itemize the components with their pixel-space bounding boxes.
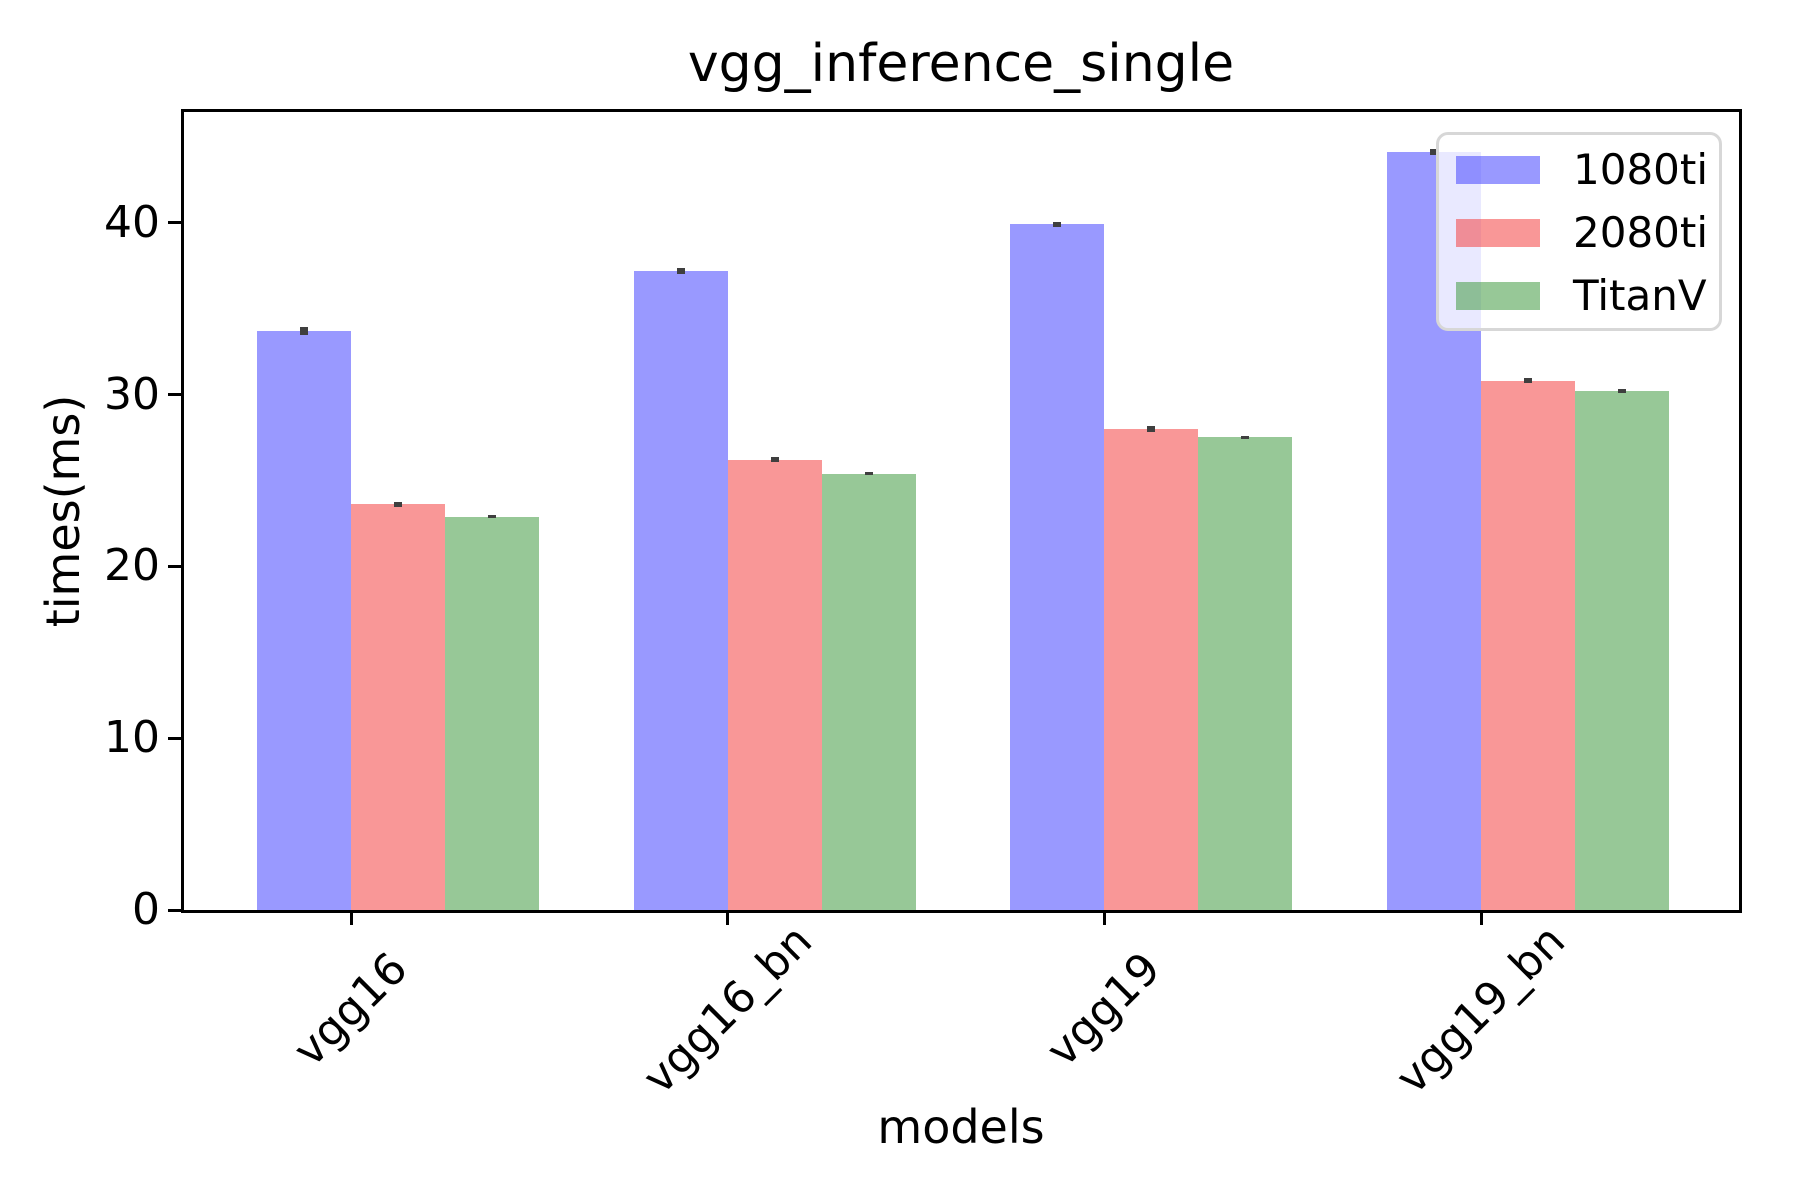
legend-entry-1080ti: 1080ti (1439, 147, 1719, 193)
legend: 1080ti 2080ti TitanV (1436, 132, 1722, 331)
error-bar-TitanV-vgg16_bn (864, 471, 873, 476)
x-tick-mark (349, 910, 353, 925)
error-bar-1080ti-vgg19 (1053, 221, 1062, 228)
y-tick-label: 10 (104, 712, 160, 764)
legend-entry-2080ti: 2080ti (1439, 210, 1719, 256)
bar-1080ti-vgg16_bn (633, 270, 728, 910)
y-tick-mark (168, 393, 183, 397)
bar-1080ti-vgg16 (257, 330, 351, 910)
y-tick-label: 0 (132, 884, 160, 935)
bar-2080ti-vgg19 (1104, 428, 1199, 910)
legend-swatch-TitanV (1456, 282, 1540, 310)
bar-TitanV-vgg16 (445, 516, 539, 910)
bar-TitanV-vgg19 (1198, 437, 1293, 910)
bar-TitanV-vgg16_bn (821, 473, 916, 910)
legend-swatch-1080ti (1456, 156, 1540, 184)
error-bar-1080ti-vgg16_bn (676, 267, 685, 274)
legend-label-TitanV: TitanV (1573, 271, 1707, 320)
chart-title: vgg_inference_single (687, 34, 1235, 94)
error-bar-TitanV-vgg16 (488, 514, 496, 519)
legend-label-2080ti: 2080ti (1573, 208, 1709, 257)
x-tick-label-vgg19_bn: vgg19_bn (1386, 915, 1576, 1104)
error-bar-TitanV-vgg19 (1241, 435, 1250, 440)
bar-2080ti-vgg19_bn (1481, 380, 1576, 910)
error-bar-2080ti-vgg19_bn (1524, 378, 1533, 384)
y-tick-mark (168, 908, 183, 912)
error-bar-2080ti-vgg19 (1147, 426, 1156, 432)
x-tick-mark (1102, 910, 1106, 925)
y-tick-label: 30 (104, 368, 160, 420)
x-tick-label-vgg16: vgg16 (283, 942, 418, 1077)
y-tick-label: 20 (104, 540, 160, 592)
legend-swatch-2080ti (1456, 219, 1540, 247)
legend-label-1080ti: 1080ti (1573, 145, 1709, 194)
bar-2080ti-vgg16 (351, 504, 445, 910)
bar-2080ti-vgg16_bn (727, 459, 822, 910)
error-bar-1080ti-vgg16 (300, 327, 308, 335)
y-tick-label: 40 (104, 196, 160, 248)
error-bar-1080ti-vgg19_bn (1430, 149, 1439, 156)
y-tick-mark (168, 564, 183, 568)
bar-TitanV-vgg19_bn (1575, 391, 1670, 910)
error-bar-2080ti-vgg16 (394, 501, 402, 508)
y-axis-label: times(ms) (36, 394, 90, 628)
y-tick-mark (168, 221, 183, 225)
x-tick-mark (1479, 910, 1483, 925)
bar-1080ti-vgg19 (1010, 224, 1105, 910)
x-axis-label: models (877, 1100, 1045, 1154)
x-tick-label-vgg19: vgg19 (1037, 942, 1171, 1077)
error-bar-2080ti-vgg16_bn (770, 457, 779, 463)
legend-entry-TitanV: TitanV (1439, 273, 1719, 319)
x-tick-mark (726, 910, 730, 925)
error-bar-TitanV-vgg19_bn (1618, 389, 1627, 393)
x-tick-label-vgg16_bn: vgg16_bn (633, 915, 822, 1104)
y-tick-mark (168, 736, 183, 740)
